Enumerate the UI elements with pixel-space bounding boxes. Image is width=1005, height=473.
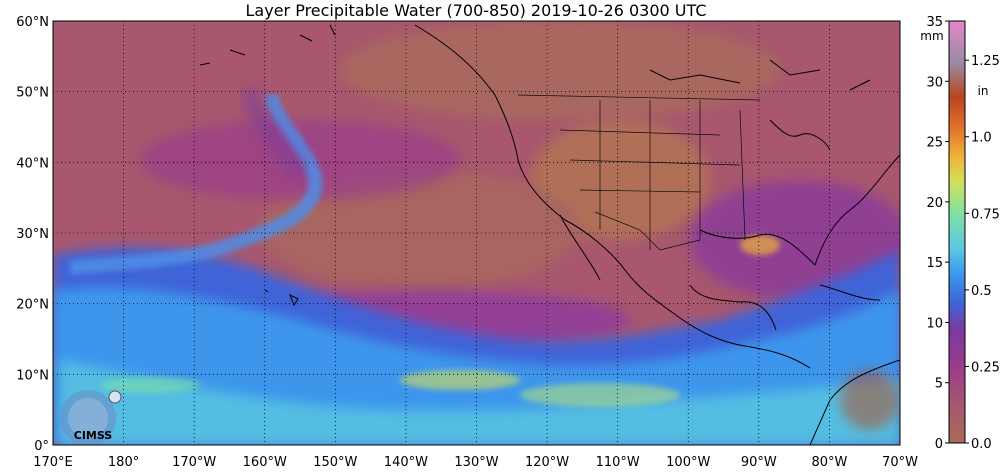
lon-label: 130°W [454,455,498,470]
lon-label: 170°W [172,455,216,470]
lat-label: 10°N [16,368,49,383]
colorbar: mm in 35 30 25 20 15 10 5 0 1.25 1.0 0.75 0.5 0.25 0… [920,15,1000,452]
mm-tick-label: 5 [935,377,943,392]
map-panel: CIMSS [53,21,900,445]
in-tick-label: 0.5 [971,284,992,299]
mm-tick-label: 20 [926,196,943,211]
mm-tick-label: 10 [926,316,943,331]
lon-label: 140°W [384,455,428,470]
in-tick-label: 1.25 [971,54,1000,69]
graticule [53,21,900,445]
mm-tick-label: 30 [926,75,943,90]
cimss-logo-text: CIMSS [74,429,113,442]
lon-label: 70°W [882,455,918,470]
colorbar-ramp [948,20,966,444]
lon-label: 100°W [666,455,710,470]
lat-label: 40°N [16,156,49,171]
lat-label: 20°N [16,298,49,313]
mm-tick-label: 15 [926,256,943,271]
lon-label: 110°W [596,455,640,470]
mm-tick-label: 0 [935,437,943,452]
in-tick-label: 0.25 [971,360,1000,375]
lon-label: 180° [108,455,139,470]
longitude-labels: 170°E 180° 170°W 160°W 150°W 140°W 130°W 120°W 1… [33,455,918,470]
in-tick-label: 0.0 [971,437,992,452]
lat-label: 50°N [16,86,49,101]
map-title: Layer Precipitable Water (700-850) 2019-… [246,1,707,20]
lon-label: 120°W [525,455,569,470]
lat-label: 30°N [16,227,49,242]
colorbar-in-ticks: 1.25 1.0 0.75 0.5 0.25 0.0 [965,54,1000,452]
mm-tick-label: 35 [926,15,943,30]
lon-label: 90°W [741,455,777,470]
coastlines [199,24,900,445]
cimss-logo: CIMSS [60,390,122,445]
latitude-labels: 60°N 50°N 40°N 30°N 20°N 10°N 0° [16,15,49,454]
in-tick-label: 0.75 [971,207,1000,222]
colorbar-in-unit: in [978,84,989,98]
colorbar-mm-ticks: 35 30 25 20 15 10 5 0 [926,15,949,452]
lon-label: 170°E [33,455,73,470]
lon-label: 80°W [811,455,847,470]
lat-label: 0° [34,439,49,454]
lon-label: 150°W [313,455,357,470]
map-frame [52,20,901,446]
lat-label: 60°N [16,15,49,30]
mm-tick-label: 25 [926,136,943,151]
in-tick-label: 1.0 [971,131,992,146]
colorbar-mm-unit: mm [920,29,943,43]
lon-label: 160°W [243,455,287,470]
